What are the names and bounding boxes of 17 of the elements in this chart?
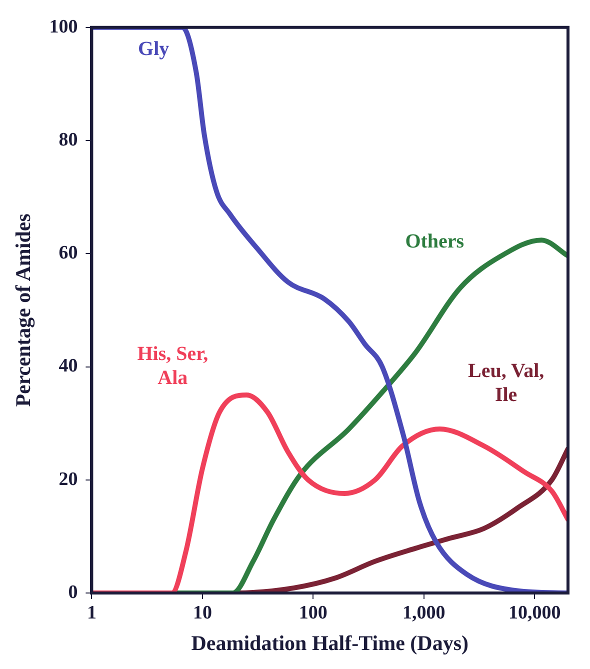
y-axis-title: Percentage of Amides xyxy=(11,214,36,407)
series-label: His, Ser, Ala xyxy=(137,342,208,389)
x-tick-label: 100 xyxy=(298,602,328,624)
x-tick-label: 1 xyxy=(86,602,96,624)
text: Leu, Val, Ile xyxy=(468,360,544,406)
x-tick-label: 10 xyxy=(192,602,212,624)
y-tick-label: 100 xyxy=(49,16,78,38)
series-label: Others xyxy=(405,230,464,252)
y-tick-label: 40 xyxy=(58,356,78,377)
x-tick-label: 1,000 xyxy=(402,602,446,624)
y-tick-label: 60 xyxy=(58,242,78,264)
x-tick-label: 10,000 xyxy=(508,602,561,624)
y-tick-label: 80 xyxy=(58,129,78,150)
y-tick-label: 0 xyxy=(68,582,78,603)
x-axis-title: Deamidation Half-Time (Days) xyxy=(191,630,468,655)
y-tick-label: 20 xyxy=(58,468,78,490)
series-label: Gly xyxy=(138,38,170,60)
